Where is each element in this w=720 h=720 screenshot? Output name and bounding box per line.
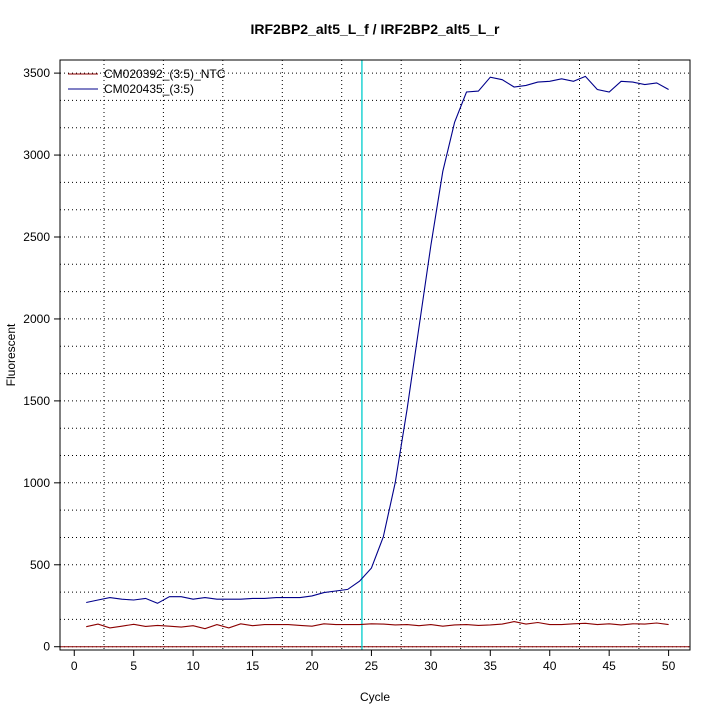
x-tick-label: 35: [484, 659, 498, 673]
y-axis-label: Fluorescent: [4, 323, 18, 386]
x-tick-label: 40: [543, 659, 557, 673]
y-tick-label: 500: [30, 558, 50, 572]
x-axis: 0 5 10 15 20 25 30 35 40 45 50: [71, 649, 676, 673]
y-axis: 0 500 1000 1500 2000 2500 3000 3500: [23, 66, 61, 654]
x-axis-label: Cycle: [360, 690, 390, 704]
reference-layer: [60, 60, 690, 650]
x-tick-label: 20: [305, 659, 319, 673]
legend-label-1: CM020435_(3:5): [104, 82, 194, 96]
x-tick-label: 5: [130, 659, 137, 673]
series-layer: [86, 75, 669, 630]
x-tick-label: 25: [365, 659, 379, 673]
y-tick-label: 3000: [23, 148, 50, 162]
x-tick-label: 50: [662, 659, 676, 673]
series-line-1: [86, 75, 669, 604]
y-tick-label: 1500: [23, 394, 50, 408]
x-tick-label: 15: [246, 659, 260, 673]
y-tick-label: 1000: [23, 476, 50, 490]
grid-layer: [60, 60, 690, 650]
y-tick-label: 0: [43, 640, 50, 654]
y-tick-label: 2500: [23, 230, 50, 244]
legend-label-0: CM020392_(3:5)_NTC: [104, 67, 226, 81]
x-tick-label: 30: [424, 659, 438, 673]
series-line-0: [86, 621, 669, 630]
x-tick-label: 45: [602, 659, 616, 673]
x-tick-label: 10: [186, 659, 200, 673]
y-tick-label: 3500: [23, 66, 50, 80]
chart-title: IRF2BP2_alt5_L_f / IRF2BP2_alt5_L_r: [251, 21, 501, 37]
x-tick-label: 0: [71, 659, 78, 673]
y-tick-label: 2000: [23, 312, 50, 326]
